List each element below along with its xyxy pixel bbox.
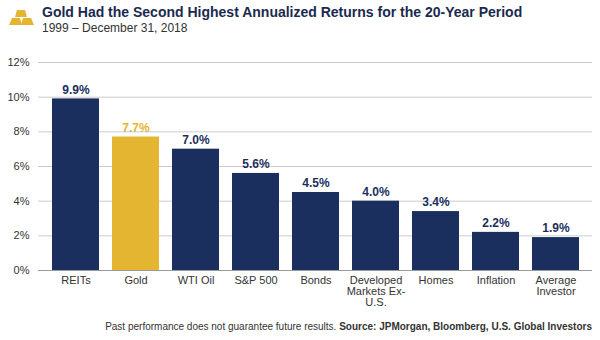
svg-text:REITs: REITs [61,274,91,286]
html-text:1999 – December 31, 2018: 1999 – December 31, 2018 [42,21,188,35]
svg-text:5.6%: 5.6% [242,157,270,171]
svg-text:S&P 500: S&P 500 [234,274,277,286]
svg-text:DevelopedMarkets Ex-U.S.: DevelopedMarkets Ex-U.S. [347,274,406,308]
svg-text:9.9%: 9.9% [62,83,90,97]
svg-text:Inflation: Inflation [477,274,516,286]
svg-text:10%: 10% [7,91,29,103]
svg-text:0%: 0% [14,264,30,276]
svg-text:WTI Oil: WTI Oil [178,274,215,286]
svg-text:4.5%: 4.5% [302,176,330,190]
svg-text:Bonds: Bonds [300,274,332,286]
html-text:Gold Had the Second Highest An: Gold Had the Second Highest Annualized R… [42,4,523,20]
svg-text:3.4%: 3.4% [422,195,450,209]
html-text:Past performance does not guar: Past performance does not guarantee futu… [105,321,592,332]
svg-text:4%: 4% [14,195,30,207]
svg-text:Homes: Homes [419,274,454,286]
svg-text:AverageInvestor: AverageInvestor [536,274,577,297]
svg-text:2%: 2% [14,229,30,241]
svg-text:Gold: Gold [124,274,147,286]
svg-text:1.9%: 1.9% [542,221,570,235]
svg-text:6%: 6% [14,160,30,172]
svg-text:8%: 8% [14,125,30,137]
svg-text:2.2%: 2.2% [482,216,510,230]
svg-text:7.7%: 7.7% [122,121,150,135]
svg-text:4.0%: 4.0% [362,185,390,199]
svg-text:7.0%: 7.0% [182,133,210,147]
svg-text:12%: 12% [7,56,29,68]
